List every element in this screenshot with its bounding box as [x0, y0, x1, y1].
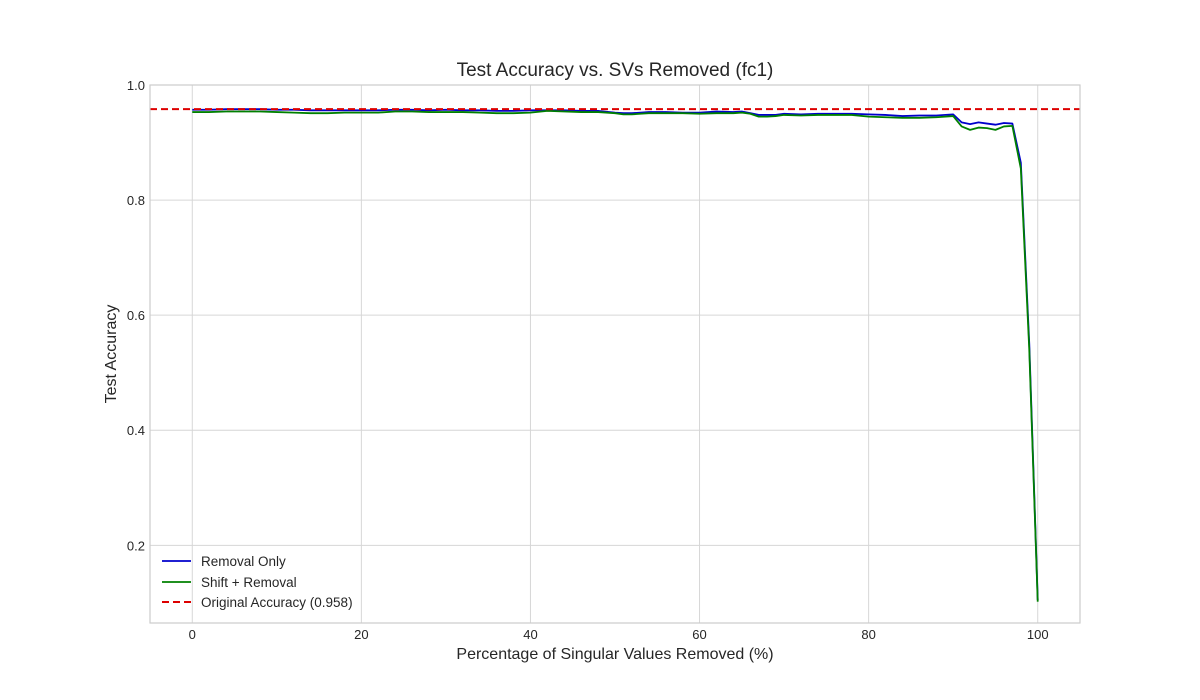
y-tick-label: 0.6 — [127, 308, 145, 323]
x-tick-label: 100 — [1027, 627, 1049, 642]
legend: Removal Only Shift + Removal Original Ac… — [162, 554, 353, 610]
y-tick-labels: 0.2 0.4 0.6 0.8 1.0 — [127, 78, 145, 553]
legend-label-removal-only: Removal Only — [201, 554, 286, 569]
grid-lines — [150, 84, 1080, 623]
legend-label-original-accuracy: Original Accuracy (0.958) — [201, 595, 353, 610]
chart-title: Test Accuracy vs. SVs Removed (fc1) — [457, 60, 774, 81]
series-lines — [150, 108, 1080, 602]
legend-label-shift-removal: Shift + Removal — [201, 575, 297, 590]
x-tick-label: 60 — [692, 627, 706, 642]
x-tick-label: 0 — [189, 627, 196, 642]
plot-frame — [149, 84, 1081, 624]
y-axis-label: Test Accuracy — [103, 305, 120, 404]
series-line-removal-only — [192, 108, 1039, 601]
x-tick-labels: 0 20 40 60 80 100 — [189, 627, 1049, 642]
y-tick-label: 0.4 — [127, 423, 145, 438]
series-line-shift-removal — [192, 109, 1039, 602]
x-tick-label: 80 — [861, 627, 875, 642]
x-tick-label: 20 — [354, 627, 368, 642]
y-tick-label: 1.0 — [127, 78, 145, 93]
y-tick-label: 0.2 — [127, 538, 145, 553]
x-axis-label: Percentage of Singular Values Removed (%… — [456, 646, 773, 663]
x-tick-label: 40 — [523, 627, 537, 642]
y-tick-label: 0.8 — [127, 193, 145, 208]
